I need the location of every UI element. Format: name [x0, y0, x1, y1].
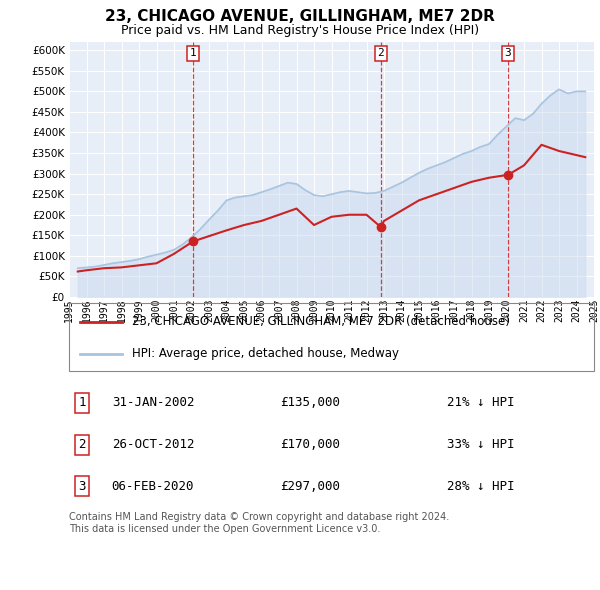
Text: 21% ↓ HPI: 21% ↓ HPI: [447, 396, 515, 409]
Text: 28% ↓ HPI: 28% ↓ HPI: [447, 480, 515, 493]
Text: 2: 2: [79, 438, 86, 451]
Text: 3: 3: [505, 48, 511, 58]
Text: £297,000: £297,000: [281, 480, 341, 493]
Text: 31-JAN-2002: 31-JAN-2002: [112, 396, 194, 409]
Text: Contains HM Land Registry data © Crown copyright and database right 2024.
This d: Contains HM Land Registry data © Crown c…: [69, 512, 449, 534]
Text: 23, CHICAGO AVENUE, GILLINGHAM, ME7 2DR: 23, CHICAGO AVENUE, GILLINGHAM, ME7 2DR: [105, 9, 495, 24]
Text: 1: 1: [190, 48, 196, 58]
Text: 2: 2: [377, 48, 384, 58]
Text: 3: 3: [79, 480, 86, 493]
Text: HPI: Average price, detached house, Medway: HPI: Average price, detached house, Medw…: [132, 348, 399, 360]
Text: Price paid vs. HM Land Registry's House Price Index (HPI): Price paid vs. HM Land Registry's House …: [121, 24, 479, 37]
Text: 26-OCT-2012: 26-OCT-2012: [112, 438, 194, 451]
Text: 23, CHICAGO AVENUE, GILLINGHAM, ME7 2DR (detached house): 23, CHICAGO AVENUE, GILLINGHAM, ME7 2DR …: [132, 316, 510, 329]
Text: £135,000: £135,000: [281, 396, 341, 409]
Text: 33% ↓ HPI: 33% ↓ HPI: [447, 438, 515, 451]
Text: 1: 1: [79, 396, 86, 409]
Text: £170,000: £170,000: [281, 438, 341, 451]
Text: 06-FEB-2020: 06-FEB-2020: [112, 480, 194, 493]
